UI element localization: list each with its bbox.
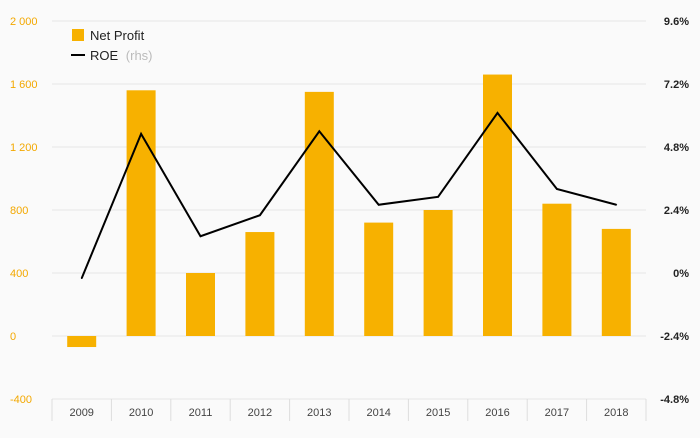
bar-net-profit-2010 (126, 90, 156, 336)
point-roe-2015 (437, 196, 439, 198)
y-right-tick-label: 0% (673, 268, 689, 280)
bar-series (67, 74, 631, 348)
y-left-tick-label: 1 600 (10, 79, 38, 91)
point-roe-2013 (318, 130, 321, 133)
bar-net-profit-2014 (364, 222, 394, 336)
point-roe-2009 (80, 277, 83, 280)
y-right-tick-label: 4.8% (664, 142, 689, 154)
point-roe-2012 (259, 214, 261, 217)
line-series (80, 111, 618, 280)
bar-net-profit-2012 (245, 232, 275, 336)
point-roe-2014 (377, 203, 380, 206)
point-roe-2010 (140, 133, 142, 135)
legend-label-net-profit: Net Profit (90, 28, 145, 43)
point-roe-2016 (496, 112, 499, 114)
bar-net-profit-2017 (542, 203, 572, 336)
line-roe (80, 111, 617, 279)
y-right-tick-label: 2.4% (664, 205, 689, 217)
legend-label-roe-suffix: (rhs) (126, 48, 153, 63)
y-left-tick-label: 2 000 (10, 16, 38, 28)
x-tick-label: 2009 (69, 407, 93, 419)
legend: Net Profit ROE (rhs) (71, 28, 153, 63)
legend-swatch-net-profit (72, 29, 84, 41)
x-tick-label: 2015 (426, 407, 450, 419)
y-left-tick-label: -400 (10, 394, 32, 406)
bar-net-profit-2016 (483, 74, 512, 337)
x-tick-label: 2018 (604, 407, 628, 419)
bar-net-profit-2011 (186, 273, 215, 336)
bar-net-profit-2018 (601, 228, 631, 336)
x-tick-label: 2016 (485, 407, 509, 419)
x-tick-label: 2013 (307, 407, 331, 419)
y-left-tick-label: 800 (10, 205, 28, 217)
point-roe-2017 (556, 188, 558, 190)
x-tick-label: 2014 (366, 407, 390, 419)
y-left-tick-label: 400 (10, 268, 28, 280)
bar-net-profit-2009 (67, 336, 97, 348)
y-left-tick-label: 1 200 (10, 142, 38, 154)
y-right-tick-label: 9.6% (664, 16, 689, 28)
y-left-tick-label: 0 (10, 331, 16, 343)
x-tick-label: 2010 (129, 407, 153, 419)
x-tick-label: 2017 (545, 407, 569, 419)
y-right-tick-label: 7.2% (664, 79, 689, 91)
x-tick-label: 2012 (248, 407, 272, 419)
bar-net-profit-2013 (304, 91, 334, 336)
x-tick-label: 2011 (189, 407, 213, 419)
axes: -400 0 400 800 1 200 1 600 2 000 -4.8% -2.4% 0% 2.… (10, 16, 689, 421)
legend-label-roe-name: ROE (90, 48, 119, 63)
bar-net-profit-2015 (423, 210, 453, 336)
point-roe-2018 (615, 203, 618, 206)
y-right-tick-label: -4.8% (660, 394, 689, 406)
point-roe-2011 (199, 235, 202, 238)
y-right-tick-label: -2.4% (660, 331, 689, 343)
legend-label-roe: ROE (rhs) (90, 48, 153, 63)
